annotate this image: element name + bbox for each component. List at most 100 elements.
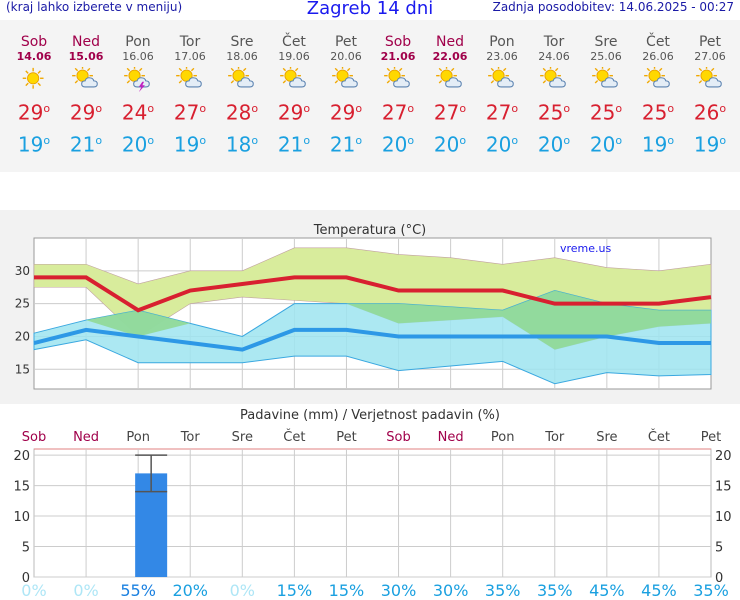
min-temperature: 20o	[589, 132, 623, 157]
max-temperature: 27o	[485, 100, 519, 125]
max-temperature: 28o	[225, 100, 259, 125]
day-name: Sre	[230, 34, 254, 50]
day-name: Čet	[646, 34, 670, 50]
max-temperature: 26o	[693, 100, 727, 125]
x-day-label: Tor	[180, 430, 201, 445]
day-column: Čet 19.06 29o 21o	[268, 20, 320, 156]
day-column: Pon 16.06 24o 20o	[112, 20, 164, 156]
min-temperature: 21o	[69, 132, 103, 157]
max-temperature: 29o	[329, 100, 363, 125]
day-column: Tor 24.06 25o 20o	[528, 20, 580, 156]
min-temperature-line	[33, 327, 711, 352]
watermark: vreme.us	[560, 242, 612, 255]
min-temperature: 19o	[641, 132, 675, 157]
day-name: Ned	[72, 34, 100, 50]
y-tick-label-right: 10	[715, 510, 732, 525]
day-date: 20.06	[330, 50, 362, 63]
day-date: 16.06	[122, 50, 154, 63]
x-day-label: Čet	[648, 429, 670, 445]
day-name: Pet	[334, 34, 358, 50]
max-temperature: 24o	[121, 100, 155, 125]
y-tick-label: 15	[13, 480, 30, 495]
min-temperature: 21o	[329, 132, 363, 157]
partly-cloudy-icon	[488, 67, 514, 88]
day-date: 19.06	[278, 50, 310, 63]
partly-cloudy-icon	[592, 67, 618, 88]
header-left-note: (kraj lahko izberete v meniju)	[6, 0, 183, 14]
min-temperature: 20o	[485, 132, 519, 157]
y-tick-label-right: 20	[715, 449, 732, 464]
x-day-label: Sob	[386, 430, 410, 445]
day-date: 24.06	[538, 50, 570, 63]
partly-cloudy-icon	[644, 67, 670, 88]
min-temperature: 21o	[277, 132, 311, 157]
y-tick-label: 15	[15, 362, 30, 376]
day-name: Čet	[282, 34, 306, 50]
day-date: 26.06	[642, 50, 674, 63]
x-day-label: Pon	[126, 430, 150, 445]
day-date: 15.06	[68, 50, 104, 63]
day-column: Sob 21.06 27o 20o	[372, 20, 424, 156]
forecast-days-strip: Sob 14.06 29o 19o Ned 15.06 29o 21o Pon 16.06 24o 2…	[0, 20, 740, 172]
day-column: Ned 22.06 27o 20o	[424, 20, 476, 156]
partly-cloudy-icon	[280, 67, 306, 88]
y-tick-label: 25	[15, 297, 30, 311]
day-name: Sob	[384, 34, 412, 50]
max-temperature: 25o	[641, 100, 675, 125]
min-temperature: 20o	[537, 132, 571, 157]
precipitation-probability: 35%	[693, 581, 729, 600]
day-name: Pon	[125, 34, 151, 50]
partly-cloudy-icon	[72, 67, 98, 88]
day-column: Sob 14.06 29o 19o	[8, 20, 60, 156]
precipitation-probability: 35%	[537, 581, 573, 600]
min-temperature: 20o	[381, 132, 415, 157]
x-day-label: Pon	[491, 430, 515, 445]
day-date: 27.06	[694, 50, 726, 63]
day-date: 14.06	[16, 50, 52, 63]
min-temperature: 19o	[173, 132, 207, 157]
day-column: Čet 26.06 25o 19o	[632, 20, 684, 156]
day-column: Ned 15.06 29o 21o	[60, 20, 112, 156]
x-day-label: Pet	[336, 430, 356, 445]
day-column: Tor 17.06 27o 19o	[164, 20, 216, 156]
day-column: Sre 18.06 28o 18o	[216, 20, 268, 156]
y-tick-label-right: 0	[715, 571, 723, 586]
x-day-label: Sob	[22, 430, 46, 445]
x-day-label: Ned	[73, 430, 99, 445]
y-tick-label: 10	[13, 510, 30, 525]
x-day-label: Sre	[232, 430, 253, 445]
max-temperature: 27o	[381, 100, 415, 125]
day-column: Sre 25.06 25o 20o	[580, 20, 632, 156]
precipitation-probability: 35%	[485, 581, 521, 600]
y-tick-label-right: 15	[715, 480, 732, 495]
day-date: 25.06	[590, 50, 622, 63]
day-column: Pon 23.06 27o 20o	[476, 20, 528, 156]
min-temperature: 18o	[225, 132, 259, 157]
max-temperature: 27o	[433, 100, 467, 125]
partly-cloudy-icon	[176, 67, 202, 88]
day-date: 23.06	[486, 50, 518, 63]
precipitation-probability: 55%	[120, 581, 156, 600]
day-date: 21.06	[380, 50, 416, 63]
precipitation-probability: 0%	[230, 581, 255, 600]
y-tick-label: 5	[22, 541, 30, 556]
day-date: 22.06	[432, 50, 468, 63]
precipitation-probability: 20%	[172, 581, 208, 600]
last-update: Zadnja posodobitev: 14.06.2025 - 00:27	[492, 0, 734, 14]
precipitation-probability: 45%	[589, 581, 625, 600]
min-temperature: 19o	[693, 132, 727, 157]
precipitation-probability: 30%	[381, 581, 417, 600]
day-name: Pon	[489, 34, 515, 50]
thunderstorm-icon	[124, 67, 150, 93]
precipitation-probability: 0%	[73, 581, 98, 600]
max-temperature: 25o	[589, 100, 623, 125]
precipitation-probability: 15%	[329, 581, 365, 600]
x-day-label: Ned	[438, 430, 464, 445]
max-temperature-line	[34, 275, 712, 313]
chart-title: Padavine (mm) / Verjetnost padavin (%)	[240, 408, 500, 423]
day-name: Tor	[543, 34, 565, 50]
max-temperature: 29o	[17, 100, 51, 125]
precipitation-probability: 15%	[277, 581, 313, 600]
precipitation-chart: Padavine (mm) / Verjetnost padavin (%) So…	[0, 404, 740, 600]
partly-cloudy-icon	[332, 67, 358, 88]
